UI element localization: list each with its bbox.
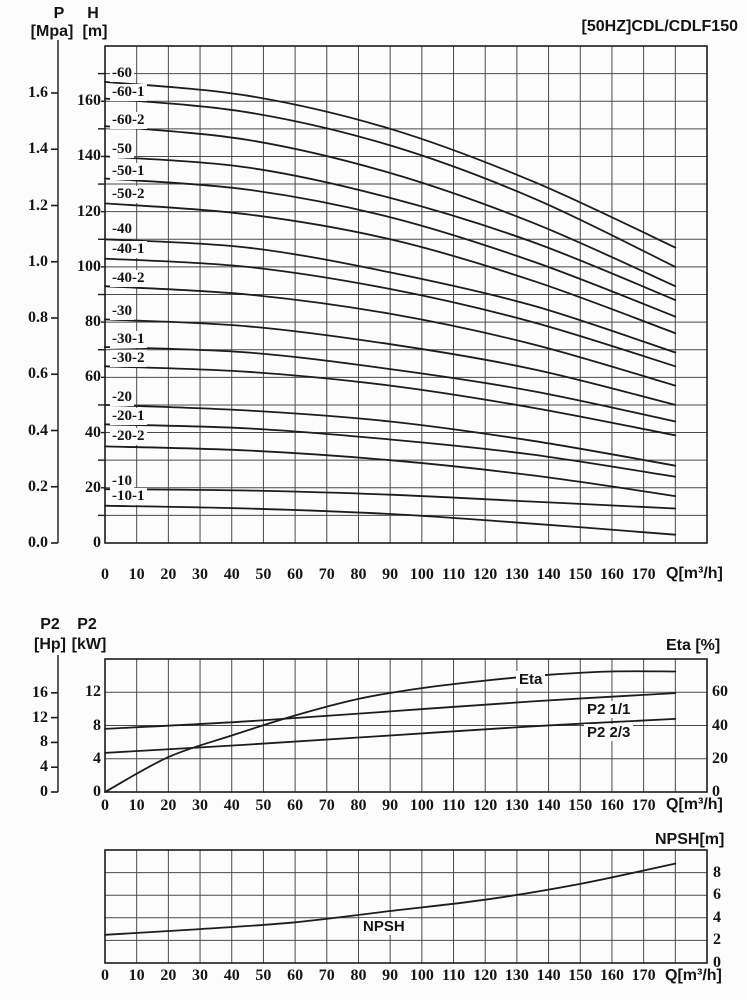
chart1-x-axis-label: Q[m³/h] <box>666 565 723 582</box>
p2-two-thirds-curve-label: P2 2/3 <box>584 724 634 741</box>
power-chart <box>51 655 708 793</box>
chart1-h-axis-name: H <box>87 5 99 22</box>
chart3-npsh-axis-title: NPSH[m] <box>655 831 725 848</box>
chart2-x-axis-label: Q[m³/h] <box>666 796 723 813</box>
chart2-kw-axis-name: P2 <box>77 616 97 633</box>
chart2-hp-axis-unit: [Hp] <box>34 636 66 653</box>
eta-curve-label: Eta <box>516 671 546 688</box>
hq-chart <box>51 40 708 544</box>
chart2-hp-axis-name: P2 <box>40 616 60 633</box>
chart-title: [50HZ]CDL/CDLF150 <box>581 18 738 35</box>
npsh-chart <box>104 849 708 964</box>
chart1-h-axis-unit: [m] <box>82 23 108 40</box>
chart1-p-axis-name: P <box>53 5 65 22</box>
chart2-eta-axis-title: Eta [%] <box>666 637 721 654</box>
chart1-p-axis-unit: [Mpa] <box>30 23 74 40</box>
npsh-curve-label: NPSH <box>360 918 408 935</box>
p2-full-curve-label: P2 1/1 <box>584 701 634 718</box>
chart3-x-axis-label: Q[m³/h] <box>665 967 722 984</box>
chart2-kw-axis-unit: [kW] <box>71 636 107 653</box>
